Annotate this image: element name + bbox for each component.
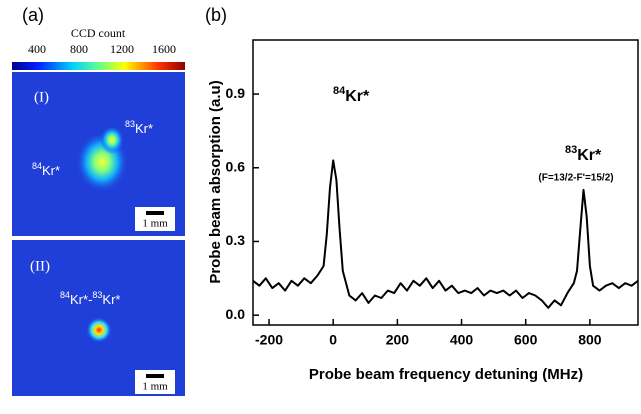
y-tick-label: 0.9 xyxy=(226,85,246,101)
x-tick-label: 800 xyxy=(578,332,602,348)
annotation-base: Kr*- xyxy=(70,292,92,307)
x-tick-label: 400 xyxy=(450,332,474,348)
annotation-sup: 83 xyxy=(125,119,135,129)
annotation-sup: 84 xyxy=(60,290,70,300)
x-axis-label: Probe beam frequency detuning (MHz) xyxy=(309,366,583,383)
atom-cloud xyxy=(86,317,112,343)
scale-label: 1 mm xyxy=(142,381,168,393)
image-annotation: 83Kr* xyxy=(125,119,153,136)
annotation-base: Kr* xyxy=(102,292,120,307)
annotation-base: Kr* xyxy=(345,88,370,105)
atom-cloud xyxy=(100,126,124,154)
colorbar-tick: 800 xyxy=(70,42,88,56)
data-line xyxy=(252,159,639,309)
image-label: (II) xyxy=(30,258,50,274)
annotation-base: Kr* xyxy=(577,147,602,164)
annotation-sup: 83 xyxy=(92,290,102,300)
colorbar xyxy=(12,62,185,70)
image-label: (I) xyxy=(34,89,49,105)
x-tick-label: 200 xyxy=(386,332,410,348)
annotation-note: (F=13/2-F'=15/2) xyxy=(538,173,613,184)
x-tick-label: 600 xyxy=(514,332,538,348)
annotation: 84Kr* xyxy=(333,85,370,105)
colorbar-title: CCD count xyxy=(71,26,126,40)
annotation: 83Kr* xyxy=(565,144,602,164)
image-annotation: 84Kr* xyxy=(32,161,60,178)
y-tick-label: 0.3 xyxy=(226,232,246,248)
colorbar-tick: 400 xyxy=(28,42,46,56)
scale-bar xyxy=(146,211,164,215)
scale-bar xyxy=(146,374,164,378)
annotation-sup: 83 xyxy=(565,144,577,156)
panel-label: (a) xyxy=(22,5,44,25)
colorbar-tick: 1200 xyxy=(110,42,134,56)
x-tick-label: -200 xyxy=(255,332,283,348)
image-annotation: 84Kr*-83Kr* xyxy=(60,290,120,307)
annotation-base: Kr* xyxy=(42,163,60,178)
y-tick-label: 0.0 xyxy=(226,306,246,322)
plot-frame xyxy=(252,39,639,326)
y-axis-label: Probe beam absorption (a.u) xyxy=(207,80,224,283)
x-tick-label: 0 xyxy=(329,332,337,348)
panel-label: (b) xyxy=(205,5,227,25)
annotation-sup: 84 xyxy=(333,85,346,97)
y-tick-label: 0.6 xyxy=(226,158,246,174)
annotation-sup: 84 xyxy=(32,161,42,171)
colorbar-tick: 1600 xyxy=(152,42,176,56)
scale-label: 1 mm xyxy=(142,218,168,230)
annotation-base: Kr* xyxy=(135,121,153,136)
